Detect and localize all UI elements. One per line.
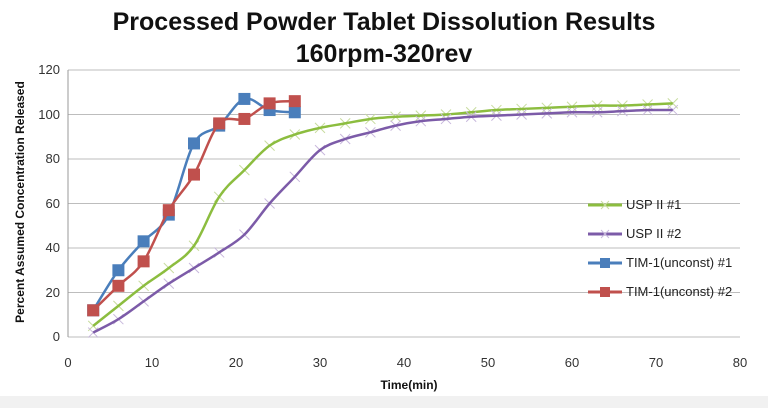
x-tick-label: 10: [144, 355, 160, 370]
footer-bar: [0, 396, 768, 408]
y-tick-label: 80: [45, 151, 60, 166]
legend-line-x-icon: [588, 200, 622, 209]
legend-item-usp-1: USP II #1: [588, 190, 732, 219]
legend-label: USP II #1: [626, 197, 682, 212]
x-tick-label: 60: [564, 355, 580, 370]
y-tick-label: 20: [45, 284, 60, 300]
y-tick-label: 60: [45, 195, 60, 211]
legend-item-usp-2: USP II #2: [588, 219, 732, 248]
chart-subtitle: 160rpm-320rev: [295, 40, 473, 68]
legend: USP II #1 USP II #2 TIM-1(unconst) #1 TI…: [588, 190, 732, 306]
y-tick-label: 0: [52, 329, 60, 344]
x-tick-label: 80: [732, 355, 748, 370]
x-axis-label: Time(min): [380, 378, 438, 392]
legend-label: USP II #2: [626, 226, 682, 241]
chart-title: Processed Powder Tablet Dissolution Resu…: [112, 8, 656, 36]
y-tick-label: 120: [38, 62, 60, 77]
y-tick-label: 100: [38, 106, 60, 122]
legend-line-square-icon: [588, 286, 622, 297]
x-tick-label: 0: [64, 355, 72, 370]
legend-item-tim-1: TIM-1(unconst) #1: [588, 248, 732, 277]
legend-label: TIM-1(unconst) #1: [626, 255, 733, 270]
x-tick-label: 50: [480, 355, 496, 370]
x-tick-label: 70: [648, 355, 664, 370]
x-tick-label: 30: [312, 355, 328, 370]
legend-label: TIM-1(unconst) #2: [626, 284, 733, 299]
legend-line-x-icon: [588, 229, 622, 238]
legend-item-tim-2: TIM-1(unconst) #2: [588, 277, 732, 306]
legend-line-square-icon: [588, 257, 622, 268]
y-tick-label: 40: [45, 240, 60, 255]
x-tick-label: 20: [228, 355, 244, 370]
x-tick-label: 40: [396, 355, 412, 370]
